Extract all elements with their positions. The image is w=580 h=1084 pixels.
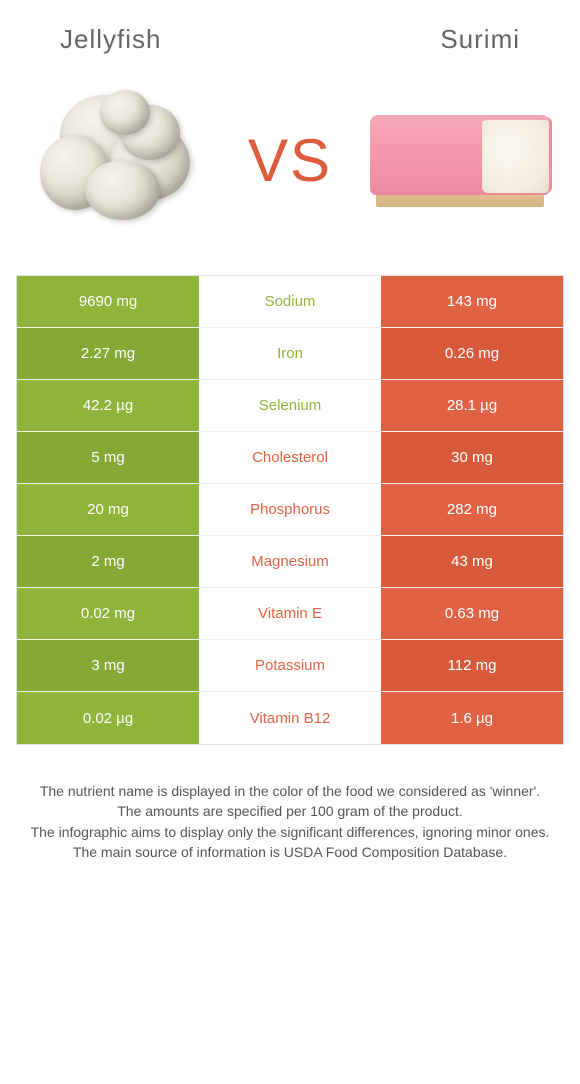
vs-label: VS	[248, 126, 332, 195]
right-value: 0.26 mg	[381, 328, 563, 379]
left-value: 5 mg	[17, 432, 199, 483]
table-row: 9690 mgSodium143 mg	[17, 276, 563, 328]
surimi-image	[360, 75, 560, 245]
left-value: 9690 mg	[17, 276, 199, 327]
images-row: VS	[0, 65, 580, 265]
left-value: 20 mg	[17, 484, 199, 535]
right-value: 0.63 mg	[381, 588, 563, 639]
nutrient-label: Selenium	[199, 380, 381, 431]
right-value: 112 mg	[381, 640, 563, 691]
footer-line: The main source of information is USDA F…	[12, 842, 568, 862]
table-row: 3 mgPotassium112 mg	[17, 640, 563, 692]
footer-line: The nutrient name is displayed in the co…	[12, 781, 568, 801]
jellyfish-image	[20, 75, 220, 245]
jellyfish-blob	[100, 90, 150, 135]
left-value: 2 mg	[17, 536, 199, 587]
nutrient-label: Iron	[199, 328, 381, 379]
jellyfish-blob	[85, 160, 160, 220]
nutrient-label: Vitamin E	[199, 588, 381, 639]
table-row: 20 mgPhosphorus282 mg	[17, 484, 563, 536]
right-value: 43 mg	[381, 536, 563, 587]
nutrient-label: Potassium	[199, 640, 381, 691]
table-row: 0.02 µgVitamin B121.6 µg	[17, 692, 563, 744]
comparison-table: 9690 mgSodium143 mg2.27 mgIron0.26 mg42.…	[16, 275, 564, 745]
table-row: 5 mgCholesterol30 mg	[17, 432, 563, 484]
right-value: 282 mg	[381, 484, 563, 535]
right-value: 143 mg	[381, 276, 563, 327]
nutrient-label: Vitamin B12	[199, 692, 381, 744]
right-value: 28.1 µg	[381, 380, 563, 431]
table-row: 0.02 mgVitamin E0.63 mg	[17, 588, 563, 640]
title-right: Surimi	[440, 24, 520, 55]
footer-notes: The nutrient name is displayed in the co…	[0, 745, 580, 862]
nutrient-label: Sodium	[199, 276, 381, 327]
nutrient-label: Magnesium	[199, 536, 381, 587]
left-value: 0.02 mg	[17, 588, 199, 639]
nutrient-label: Phosphorus	[199, 484, 381, 535]
left-value: 42.2 µg	[17, 380, 199, 431]
footer-line: The infographic aims to display only the…	[12, 822, 568, 842]
footer-line: The amounts are specified per 100 gram o…	[12, 801, 568, 821]
table-row: 42.2 µgSelenium28.1 µg	[17, 380, 563, 432]
right-value: 30 mg	[381, 432, 563, 483]
nutrient-label: Cholesterol	[199, 432, 381, 483]
table-row: 2.27 mgIron0.26 mg	[17, 328, 563, 380]
left-value: 2.27 mg	[17, 328, 199, 379]
right-value: 1.6 µg	[381, 692, 563, 744]
left-value: 3 mg	[17, 640, 199, 691]
surimi-illustration	[370, 105, 550, 215]
surimi-face	[482, 117, 552, 193]
title-left: Jellyfish	[60, 24, 161, 55]
left-value: 0.02 µg	[17, 692, 199, 744]
table-row: 2 mgMagnesium43 mg	[17, 536, 563, 588]
titles-row: Jellyfish Surimi	[0, 0, 580, 65]
